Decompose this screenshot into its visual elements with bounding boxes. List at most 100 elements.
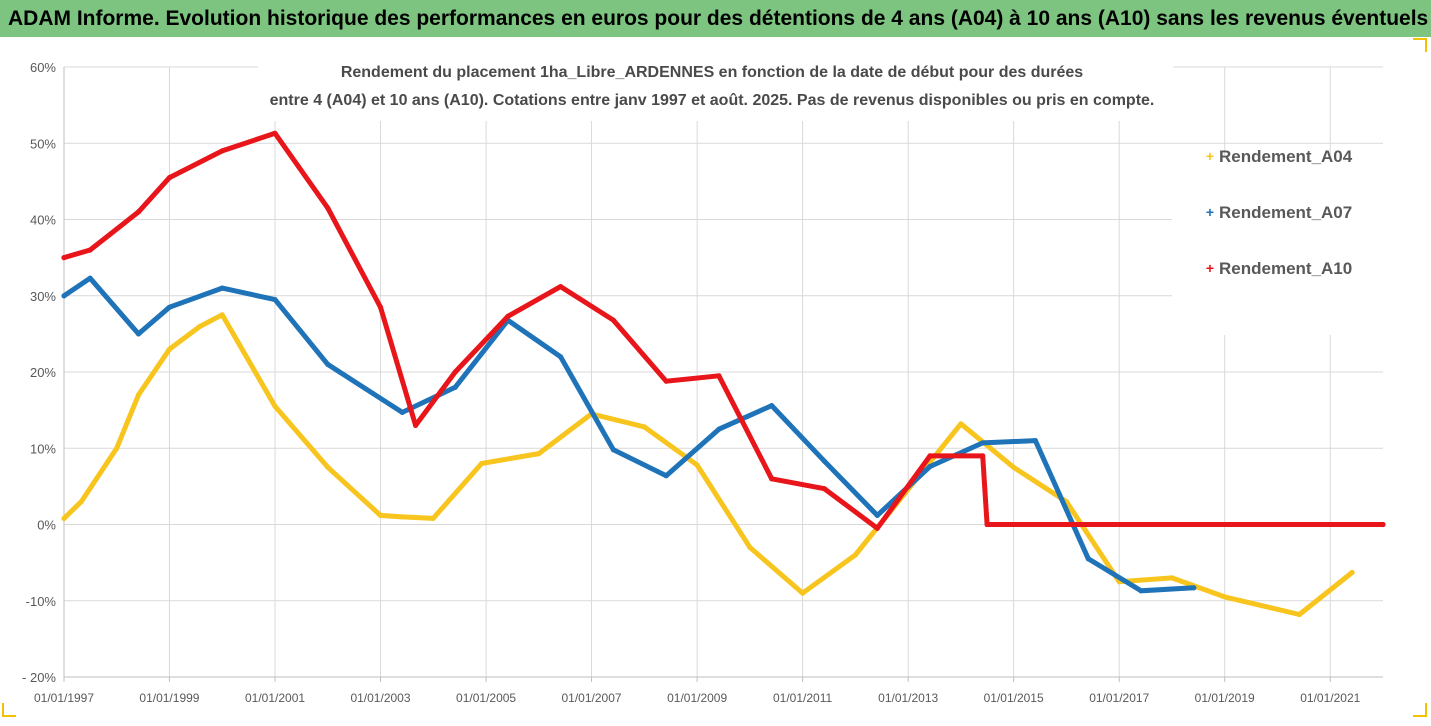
y-tick-label: -10% [26,594,57,609]
data-point-rendement_a10 [413,422,419,428]
y-tick-label: 20% [30,365,56,380]
data-point-rendement_a04 [1222,594,1228,600]
x-tick-label: 01/01/2011 [773,691,832,705]
chart-series [61,130,1386,618]
legend-label-rendement_a10: Rendement_A10 [1219,259,1352,278]
data-point-rendement_a04 [641,424,647,430]
data-point-rendement_a10 [980,453,986,459]
y-tick-label: - 20% [22,670,56,685]
data-point-rendement_a07 [219,285,225,291]
data-point-rendement_a07 [87,275,93,281]
data-point-rendement_a04 [747,544,753,550]
data-point-rendement_a10 [452,369,458,375]
report-title: ADAM Informe. Evolution historique des p… [8,7,1429,30]
series-line-rendement_a07 [61,275,1197,594]
data-point-rendement_a04 [197,323,203,329]
data-point-rendement_a10 [984,521,990,528]
data-point-rendement_a10 [272,130,278,136]
legend-marker-rendement_a04: + [1206,148,1214,164]
x-tick-label: 01/01/2015 [984,691,1044,705]
data-point-rendement_a10 [874,525,880,531]
data-point-rendement_a04 [61,515,67,521]
data-point-rendement_a07 [1138,588,1144,594]
data-point-rendement_a04 [1169,575,1175,581]
chart-title-line-2: entre 4 (A04) et 10 ans (A10). Cotations… [270,92,1155,109]
x-axis: 01/01/1997 01/01/1999 01/01/2001 01/01/2003… [34,676,1383,705]
y-tick-label: 50% [30,136,56,151]
x-tick-label: 01/01/2017 [1089,691,1149,705]
chart-title-background [258,59,1173,121]
data-point-rendement_a10 [927,453,933,459]
data-point-rendement_a04 [135,392,142,398]
x-tick-label: 01/01/2001 [245,691,305,705]
legend-background [1172,155,1384,335]
data-point-rendement_a10 [663,378,669,384]
x-tick-label: 01/01/2005 [456,691,516,705]
y-tick-label: 30% [30,289,56,304]
data-point-rendement_a10 [505,313,511,319]
y-tick-label: 40% [30,213,56,228]
data-point-rendement_a10 [166,175,173,181]
corner-mark-bottom-right [1413,703,1427,717]
report-header: ADAM Informe. Evolution historique des p… [0,0,1431,37]
legend-label-rendement_a07: Rendement_A07 [1219,203,1352,222]
y-axis: - 20% -10% 0% 10% 20% 30% 40% 50% 60% [22,60,65,685]
data-point-rendement_a07 [1085,556,1091,562]
x-tick-label: 01/01/2021 [1300,691,1360,705]
data-point-rendement_a04 [377,512,384,518]
y-tick-label: 0% [37,518,56,533]
data-point-rendement_a10 [87,247,93,253]
data-point-rendement_a07 [716,426,722,432]
data-point-rendement_a04 [536,451,542,457]
data-point-rendement_a10 [61,255,67,261]
data-point-rendement_a04 [399,514,405,520]
x-tick-label: 01/01/2003 [350,691,410,705]
data-point-rendement_a10 [1380,521,1386,528]
x-tick-label: 01/01/1999 [139,691,199,705]
x-tick-label: 01/01/2009 [667,691,727,705]
data-point-rendement_a07 [325,361,331,367]
data-point-rendement_a04 [1349,569,1355,576]
legend-marker-rendement_a07: + [1206,204,1214,220]
x-tick-label: 01/01/2007 [562,691,622,705]
data-point-rendement_a07 [663,473,669,479]
y-tick-label: 60% [30,60,56,75]
corner-mark-top-right [1413,38,1427,52]
data-point-rendement_a10 [821,486,828,492]
data-point-rendement_a04 [430,515,436,521]
data-point-rendement_a04 [166,346,173,352]
corner-mark-bottom-left [2,703,16,717]
data-point-rendement_a04 [114,445,120,451]
data-point-rendement_a10 [716,373,722,379]
data-point-rendement_a04 [958,421,964,427]
x-tick-label: 01/01/2013 [878,691,938,705]
data-point-rendement_a07 [769,403,775,409]
data-point-rendement_a04 [694,462,700,468]
line-chart: - 20% -10% 0% 10% 20% 30% 40% 50% 60% 01/01/1997… [22,59,1386,705]
data-point-rendement_a04 [78,499,84,505]
data-point-rendement_a04 [852,552,858,558]
chart-legend: + Rendement_A04 + Rendement_A07 + Rendement_A… [1172,147,1384,335]
data-point-rendement_a07 [927,463,933,470]
data-point-rendement_a07 [135,331,142,337]
y-tick-label: 10% [30,441,56,456]
data-point-rendement_a07 [821,458,828,464]
x-tick-label: 01/01/1997 [34,691,94,705]
data-point-rendement_a07 [452,384,458,390]
legend-label-rendement_a04: Rendement_A04 [1219,147,1353,166]
data-point-rendement_a07 [272,297,278,303]
chart-title-line-1: Rendement du placement 1ha_Libre_ARDENNE… [341,64,1083,81]
data-point-rendement_a04 [1296,611,1302,618]
data-point-rendement_a04 [800,590,806,596]
series-line-rendement_a04 [61,312,1355,617]
data-point-rendement_a10 [219,148,225,154]
data-point-rendement_a07 [1032,438,1038,444]
data-point-rendement_a04 [1011,464,1017,470]
chart-area: - 20% -10% 0% 10% 20% 30% 40% 50% 60% 01/01/1997… [0,37,1431,721]
data-point-rendement_a07 [166,304,173,310]
data-point-rendement_a10 [325,205,331,211]
data-point-rendement_a07 [61,293,67,299]
x-tick-label: 01/01/2019 [1195,691,1255,705]
data-point-rendement_a07 [1191,585,1197,591]
data-point-rendement_a10 [377,304,384,310]
